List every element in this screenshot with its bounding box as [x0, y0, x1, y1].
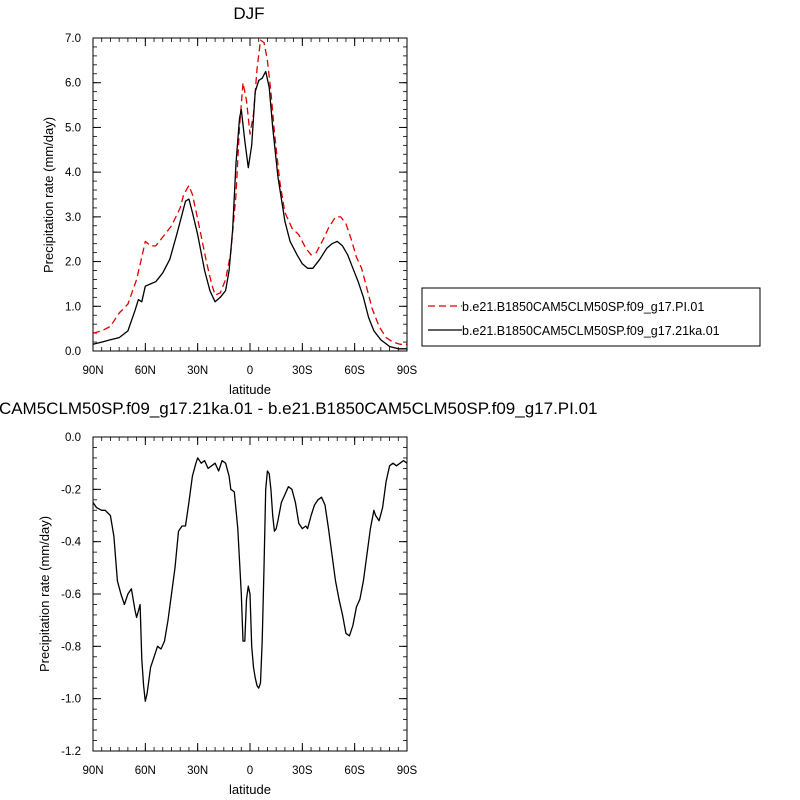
y-tick-label: 2.0 [65, 257, 81, 269]
panel-djf-y-tick-labels: 0.0 1.0 2.0 3.0 4.0 5.0 6.0 7.0 [65, 33, 81, 358]
panel-djf-title: DJF [233, 4, 264, 23]
series-line-0-0 [92, 39, 407, 345]
panel-djf-series [92, 39, 407, 350]
y-tick-label: -1.0 [61, 694, 81, 706]
panel-djf-frame [92, 37, 408, 352]
x-tick-label: 60S [344, 365, 365, 377]
y-tick-label: 0.0 [65, 432, 81, 444]
x-tick-label: 30S [292, 365, 313, 377]
x-tick-label: 60N [135, 765, 156, 777]
y-tick-label: -0.8 [61, 641, 81, 653]
panel-difference-ticks [92, 436, 408, 752]
y-tick-label: -0.2 [61, 484, 81, 496]
panel-difference-y-axis-label: Precipitation rate (mm/day) [37, 516, 52, 672]
panel-difference: b.e21.B1850CAM5CLM50SP.f09_g17.21ka.01 -… [0, 399, 597, 797]
panel-difference-y-tick-labels: -1.2 -1.0 -0.8 -0.6 -0.4 -0.2 0.0 [61, 432, 81, 758]
panel-difference-series [92, 457, 408, 702]
panel-djf: DJF 90N 60N 30N 0 30S 60S 90S 0.0 1.0 2.0 3.0 4.0 5… [41, 4, 761, 397]
x-tick-label: 90N [82, 365, 103, 377]
x-tick-label: 60N [135, 365, 156, 377]
x-tick-label: 30N [187, 765, 208, 777]
x-tick-label: 90S [397, 365, 418, 377]
series-line-1-0 [92, 457, 408, 702]
x-tick-label: 30S [292, 765, 313, 777]
legend-label-pi: b.e21.B1850CAM5CLM50SP.f09_g17.PI.01 [462, 300, 704, 314]
x-tick-label: 0 [247, 765, 253, 777]
panel-djf-y-axis-label: Precipitation rate (mm/day) [41, 117, 56, 273]
y-tick-label: -0.6 [61, 589, 81, 601]
y-tick-label: 6.0 [65, 78, 81, 90]
y-tick-label: -0.4 [61, 537, 81, 549]
panel-difference-frame [92, 436, 408, 752]
panel-djf-x-tick-labels: 90N 60N 30N 0 30S 60S 90S [82, 365, 417, 377]
y-tick-label: 3.0 [65, 212, 81, 224]
legend: b.e21.B1850CAM5CLM50SP.f09_g17.PI.01 b.e… [421, 287, 761, 347]
series-line-0-1 [92, 70, 407, 350]
legend-box [421, 287, 761, 347]
y-tick-label: 4.0 [65, 167, 81, 179]
y-tick-label: -1.2 [61, 746, 81, 758]
y-tick-label: 1.0 [65, 301, 81, 313]
x-tick-label: 60S [344, 765, 365, 777]
legend-label-21ka: b.e21.B1850CAM5CLM50SP.f09_g17.21ka.01 [462, 324, 720, 338]
y-tick-label: 5.0 [65, 122, 81, 134]
x-tick-label: 90N [82, 765, 103, 777]
x-tick-label: 90S [397, 765, 418, 777]
y-tick-label: 0.0 [65, 346, 81, 358]
panel-djf-ticks [92, 37, 408, 352]
panel-djf-x-axis-label: latitude [229, 382, 271, 397]
y-tick-label: 7.0 [65, 33, 81, 45]
x-tick-label: 30N [187, 365, 208, 377]
panel-difference-x-tick-labels: 90N 60N 30N 0 30S 60S 90S [82, 765, 417, 777]
panel-difference-title: b.e21.B1850CAM5CLM50SP.f09_g17.21ka.01 -… [0, 399, 597, 418]
x-tick-label: 0 [247, 365, 253, 377]
panel-difference-x-axis-label: latitude [229, 782, 271, 797]
